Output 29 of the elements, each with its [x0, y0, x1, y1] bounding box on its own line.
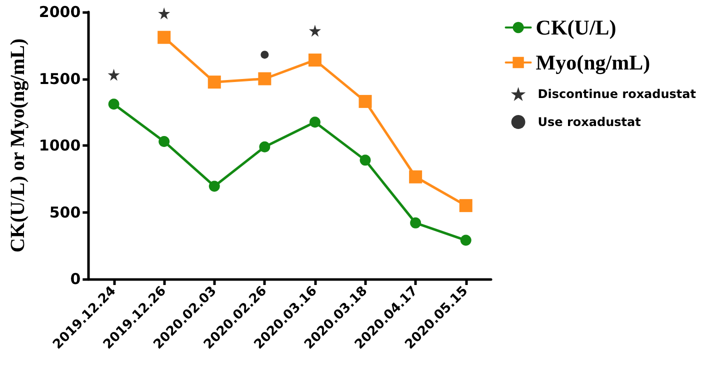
point	[309, 116, 320, 128]
point	[158, 7, 170, 20]
point	[108, 68, 120, 81]
point	[208, 180, 220, 192]
point	[360, 154, 371, 166]
point	[158, 136, 170, 147]
y-tick-label: 2000	[38, 3, 81, 21]
point	[308, 54, 322, 67]
point	[308, 24, 321, 37]
point	[409, 170, 422, 184]
legend-label: Discontinue roxadustat	[538, 87, 696, 101]
point	[108, 98, 120, 110]
y-tick-label: 0	[70, 270, 81, 288]
point	[260, 50, 269, 59]
point	[410, 217, 422, 228]
y-tick-label: 1500	[38, 70, 81, 88]
point	[208, 76, 221, 89]
point	[459, 199, 472, 212]
point	[358, 94, 372, 108]
point	[258, 72, 272, 86]
y-axis-title: CK(U/L) or Myo(ng/mL)	[7, 38, 29, 253]
y-tick-label: 500	[49, 203, 81, 222]
point	[460, 234, 472, 246]
legend-label: CK(U/L)	[536, 16, 616, 40]
point	[259, 141, 270, 152]
legend-label: Use roxadustat	[538, 115, 642, 129]
y-tick-label: 1000	[38, 136, 81, 154]
point	[158, 30, 171, 44]
legend-label: Myo(ng/mL)	[536, 50, 650, 74]
